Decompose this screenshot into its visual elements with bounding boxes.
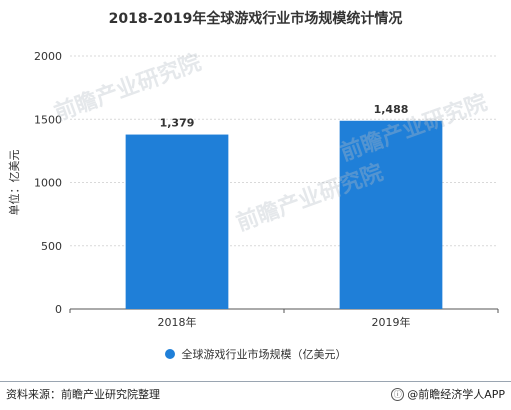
- bar-value-label: 1,488: [374, 103, 409, 116]
- brand: ⓘ @前瞻经济学人APP: [391, 386, 505, 402]
- bar-value-label: 1,379: [160, 117, 195, 130]
- legend-label: 全球游戏行业市场规模（亿美元）: [181, 348, 347, 361]
- chart-title: 2018-2019年全球游戏行业市场规模统计情况: [108, 11, 403, 27]
- brand-icon: ⓘ: [391, 387, 405, 401]
- bar: [125, 134, 229, 309]
- y-tick-label: 1000: [34, 177, 62, 190]
- brand-label: @前瞻经济学人APP: [407, 388, 505, 401]
- y-tick-label: 500: [41, 240, 62, 253]
- x-tick-label: 2019年: [372, 315, 411, 329]
- source-note: 资料来源：前瞻产业研究院整理: [6, 388, 160, 401]
- legend: 全球游戏行业市场规模（亿美元）: [0, 346, 511, 362]
- y-tick-label: 2000: [34, 50, 62, 63]
- footer: 资料来源：前瞻产业研究院整理 ⓘ @前瞻经济学人APP: [0, 381, 511, 406]
- bar: [339, 120, 443, 309]
- legend-swatch: [164, 349, 175, 359]
- y-tick-label: 1500: [34, 113, 62, 126]
- bar-chart: 0 500 1000 1500 2000 单位：亿美元 1,379 2018年 1,488 201…: [7, 50, 499, 329]
- y-tick-label: 0: [55, 303, 62, 316]
- y-axis-label: 单位：亿美元: [7, 150, 21, 216]
- x-tick-label: 2018年: [158, 315, 197, 329]
